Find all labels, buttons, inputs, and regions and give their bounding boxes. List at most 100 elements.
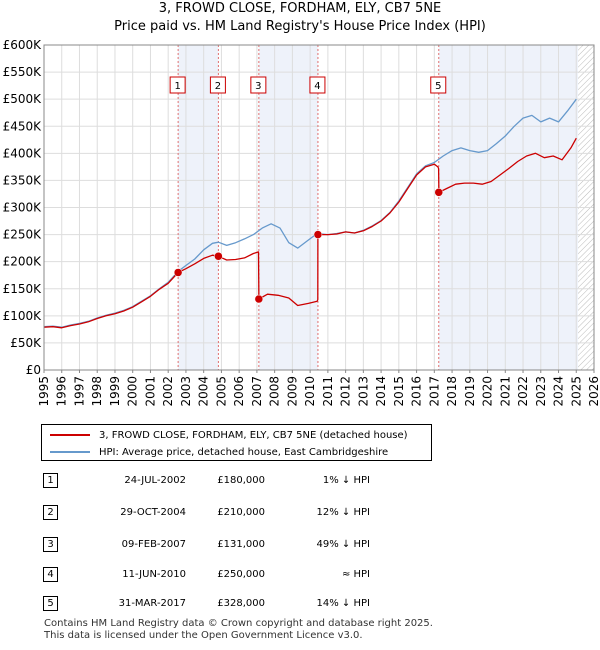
y-tick-label: £400K	[3, 146, 43, 160]
plot-frame	[43, 44, 595, 371]
footer-copyright: Contains HM Land Registry data © Crown c…	[44, 618, 433, 629]
x-tick-label: 2007	[250, 376, 264, 407]
sale-label: 5	[435, 81, 441, 92]
x-tick-label: 2017	[427, 376, 441, 407]
sale-price: £328,000	[217, 598, 265, 609]
x-tick-label: 2025	[569, 376, 583, 407]
sale-row: 3 09-FEB-2007 £131,000 49% ↓ HPI	[0, 535, 600, 555]
sale-number: 2	[43, 505, 58, 520]
x-tick-label: 2021	[498, 376, 512, 407]
x-tick-label: 2006	[232, 376, 246, 407]
sale-label-box	[250, 76, 267, 94]
sale-price: £180,000	[217, 475, 265, 486]
x-tick-label: 2016	[410, 376, 424, 407]
x-tick-label: 2002	[161, 376, 175, 407]
x-tick-label: 2019	[463, 376, 477, 407]
x-tick-label: 2004	[197, 376, 211, 407]
x-tick-label: 1995	[37, 376, 51, 407]
legend-label-property: 3, FROWD CLOSE, FORDHAM, ELY, CB7 5NE (d…	[99, 429, 408, 441]
y-tick-label: £150K	[3, 282, 43, 296]
sale-hpi-comparison: 12% ↓ HPI	[316, 507, 370, 518]
sale-label: 1	[174, 81, 180, 92]
footer-licence: This data is licensed under the Open Gov…	[44, 630, 363, 641]
x-tick-label: 2012	[339, 376, 353, 407]
sale-label: 2	[215, 81, 221, 92]
sale-point	[313, 230, 323, 239]
y-tick-label: £550K	[3, 65, 43, 79]
x-tick-label: 2015	[392, 376, 406, 407]
y-tick-label: £250K	[3, 228, 43, 242]
x-tick-label: 2026	[587, 376, 600, 407]
series-line-property	[43, 137, 577, 329]
chart-title: 3, FROWD CLOSE, FORDHAM, ELY, CB7 5NE	[158, 1, 442, 16]
x-tick-label: 2014	[374, 376, 388, 407]
sale-hpi-comparison: ≈ HPI	[341, 569, 370, 580]
sale-hpi-comparison: 49% ↓ HPI	[316, 539, 370, 550]
sale-number: 4	[43, 567, 58, 582]
x-tick-label: 2023	[534, 376, 548, 407]
x-tick-label: 2005	[214, 376, 228, 407]
sale-row: 2 29-OCT-2004 £210,000 12% ↓ HPI	[0, 503, 600, 523]
x-tick-label: 2022	[516, 376, 530, 407]
sale-label: 4	[314, 81, 320, 92]
x-tick-label: 2000	[126, 376, 140, 407]
y-tick-label: £600K	[3, 38, 43, 52]
sale-date: 24-JUL-2002	[124, 475, 186, 486]
sale-price: £250,000	[217, 569, 265, 580]
x-tick-label: 2013	[356, 376, 370, 407]
x-tick-label: 2024	[552, 376, 566, 407]
y-tick-label: £300K	[3, 201, 43, 215]
x-tick-label: 1999	[108, 376, 122, 407]
x-tick-label: 1996	[55, 376, 69, 407]
y-tick-label: £100K	[3, 309, 43, 323]
legend-label-hpi: HPI: Average price, detached house, East…	[99, 446, 389, 458]
x-tick-label: 2001	[143, 376, 157, 407]
chart-subtitle: Price paid vs. HM Land Registry's House …	[114, 19, 486, 34]
sale-row: 5 31-MAR-2017 £328,000 14% ↓ HPI	[0, 594, 600, 614]
sale-hpi-comparison: 14% ↓ HPI	[316, 598, 370, 609]
sale-price: £210,000	[217, 507, 265, 518]
y-tick-label: £450K	[3, 119, 43, 133]
x-tick-label: 2020	[481, 376, 495, 407]
y-tick-label: £0	[26, 363, 41, 377]
sale-point	[173, 268, 183, 277]
sale-number: 5	[43, 596, 58, 611]
sale-row: 4 11-JUN-2010 £250,000 ≈ HPI	[0, 565, 600, 585]
x-tick-label: 2008	[268, 376, 282, 407]
y-tick-label: £50K	[10, 336, 42, 350]
y-tick-label: £350K	[3, 173, 43, 187]
legend-swatch-hpi	[50, 451, 90, 453]
sale-date: 29-OCT-2004	[120, 507, 186, 518]
sale-row: 1 24-JUL-2002 £180,000 1% ↓ HPI	[0, 471, 600, 491]
x-tick-label: 1998	[90, 376, 104, 407]
sale-label-box	[169, 76, 186, 94]
sale-point	[254, 294, 264, 304]
sale-price: £131,000	[217, 539, 265, 550]
price-chart: 1 2 3 4 5 £0 £50K £100K £150K £200K £250K £300K £350…	[3, 38, 600, 407]
sale-number: 1	[43, 473, 58, 488]
x-tick-label: 2011	[321, 376, 335, 407]
sale-date: 31-MAR-2017	[118, 598, 186, 609]
chart-legend: 3, FROWD CLOSE, FORDHAM, ELY, CB7 5NE (d…	[41, 424, 432, 461]
x-tick-label: 2010	[303, 376, 317, 407]
y-tick-label: £200K	[3, 255, 43, 269]
sale-date: 11-JUN-2010	[122, 569, 186, 580]
sale-number: 3	[43, 537, 58, 552]
legend-item-property: 3, FROWD CLOSE, FORDHAM, ELY, CB7 5NE (d…	[50, 427, 408, 443]
legend-item-hpi: HPI: Average price, detached house, East…	[50, 444, 388, 460]
y-tick-label: £500K	[3, 92, 43, 106]
x-tick-label: 2003	[179, 376, 193, 407]
sale-label-box	[430, 76, 447, 94]
x-tick-label: 2018	[445, 376, 459, 407]
sale-point	[434, 188, 444, 197]
x-tick-label: 2009	[285, 376, 299, 407]
footer-notice: Contains HM Land Registry data © Crown c…	[44, 618, 433, 642]
legend-swatch-property	[50, 434, 90, 436]
sale-label-box	[209, 76, 226, 94]
sale-point	[214, 252, 223, 261]
x-tick-label: 1997	[72, 376, 86, 407]
sale-label: 3	[255, 81, 261, 92]
sale-label-box	[309, 76, 326, 94]
sale-date: 09-FEB-2007	[121, 539, 186, 550]
sale-hpi-comparison: 1% ↓ HPI	[322, 475, 370, 486]
